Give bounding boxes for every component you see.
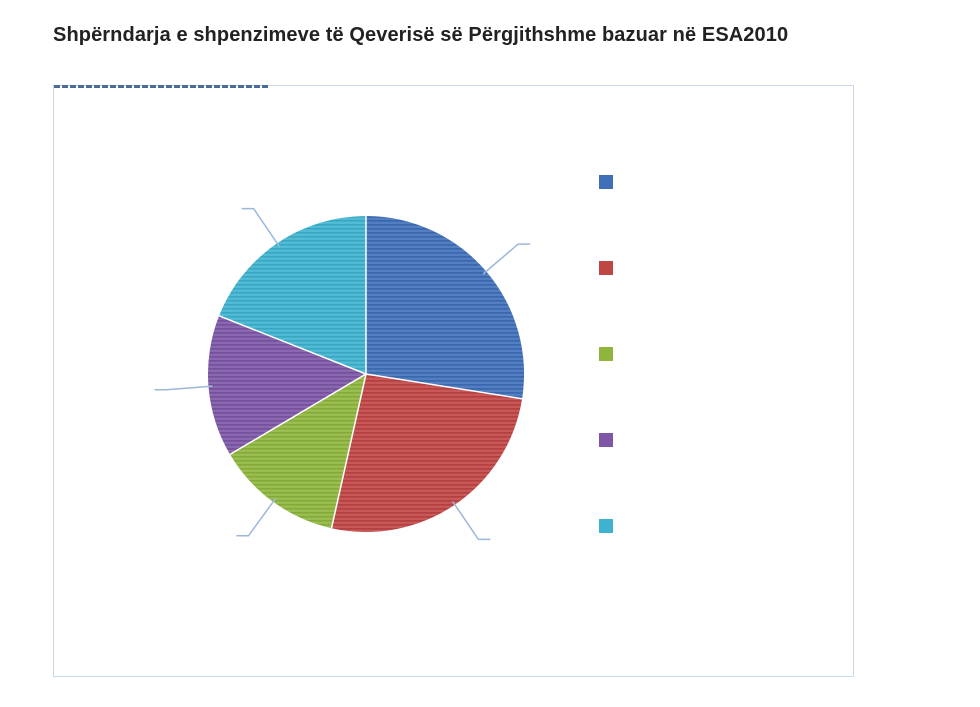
leader-line-5 — [241, 207, 281, 248]
legend-swatch-4 — [599, 433, 613, 447]
pie-slice-texture-5 — [219, 215, 366, 374]
slice-separator-4 — [229, 373, 367, 456]
legend-item-2 — [599, 260, 799, 276]
page-title: Shpërndarja e shpenzimeve të Qeverisë së… — [53, 24, 789, 46]
leader-line-1 — [482, 243, 531, 275]
slice-separator-3 — [330, 373, 367, 529]
slice-separator-5 — [218, 315, 367, 375]
legend-swatch-2 — [599, 261, 613, 275]
legend-swatch-1 — [599, 175, 613, 189]
chart-frame — [53, 85, 854, 677]
leader-line-4 — [154, 385, 213, 391]
pie-slice-texture-4 — [207, 315, 366, 455]
pie-slice-texture-3 — [230, 374, 366, 529]
pie-slice-texture-2 — [331, 374, 523, 533]
slice-separator-2 — [365, 373, 523, 400]
pie-chart — [154, 207, 531, 541]
legend-item-3 — [599, 346, 799, 362]
leader-line-2 — [451, 500, 491, 541]
legend-item-4 — [599, 432, 799, 448]
legend-item-5 — [599, 518, 799, 534]
clipped-chart-title — [54, 82, 284, 89]
leader-line-3 — [236, 498, 277, 537]
legend-item-1 — [599, 174, 799, 190]
legend-swatch-3 — [599, 347, 613, 361]
pie-slice-texture-1 — [366, 216, 525, 399]
legend-swatch-5 — [599, 519, 613, 533]
